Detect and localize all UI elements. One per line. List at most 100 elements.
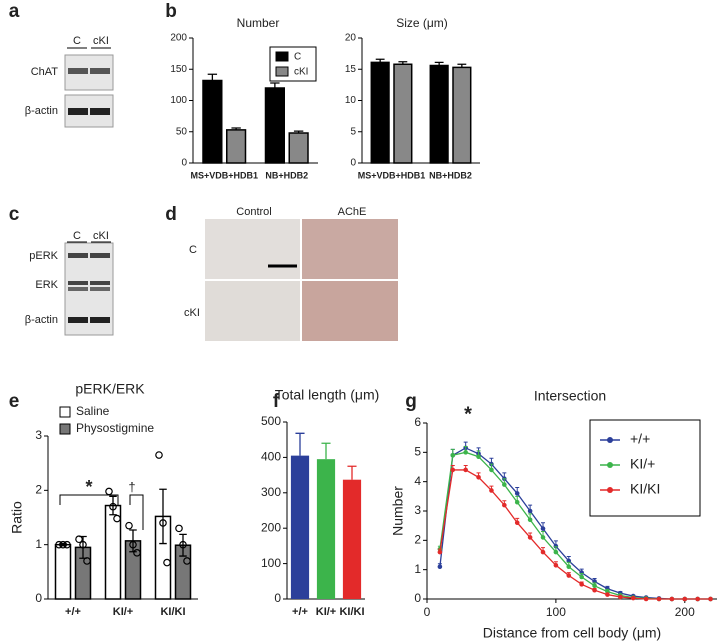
marker (514, 499, 520, 505)
image (205, 219, 300, 279)
legend-label: +/+ (630, 431, 650, 447)
marker (566, 564, 572, 570)
x-tick-label: MS+VDB+HDB1 (190, 170, 258, 180)
x-tick-label: +/+ (65, 606, 81, 618)
data-point (59, 540, 67, 549)
data-point (55, 540, 63, 549)
error-bar (321, 442, 331, 460)
y-tick-label: 10 (345, 95, 357, 106)
data-point (125, 521, 133, 530)
error-bar (159, 488, 167, 545)
marker (669, 596, 675, 602)
error-bar (347, 465, 357, 480)
marker (527, 508, 533, 514)
error-bar (231, 127, 241, 130)
marker (450, 467, 456, 473)
lane-label: cKI (93, 230, 109, 242)
blots (64, 47, 114, 336)
band (68, 253, 88, 258)
panel-label: g (405, 391, 417, 412)
legend-box (589, 419, 701, 517)
data-point (63, 540, 71, 549)
y-tick-label: 2 (414, 533, 421, 547)
marker (514, 491, 520, 496)
y-tick-label: 0 (350, 158, 356, 169)
y-tick-label: 50 (176, 126, 188, 137)
bar (452, 66, 472, 164)
y-tick-label: 2 (35, 483, 42, 497)
legend-swatch (275, 66, 289, 77)
data-point (179, 540, 187, 549)
band (68, 317, 88, 323)
marker (553, 543, 559, 549)
chart-title: Intersection (534, 388, 606, 404)
legend-swatch (59, 423, 71, 435)
error-bar (109, 495, 117, 516)
marker (489, 467, 494, 473)
marker (682, 596, 688, 602)
bar (202, 79, 223, 164)
data-point (75, 535, 83, 544)
marker (566, 573, 572, 578)
y-axis-label: Ratio (9, 501, 25, 534)
error-bar (207, 73, 218, 81)
image (302, 281, 398, 341)
x-tick-label: NB+HDB2 (429, 170, 472, 180)
x-tick-label: 0 (424, 605, 431, 619)
band (68, 68, 88, 74)
data-point (183, 557, 191, 565)
y-tick-label: 1 (414, 562, 421, 576)
marker (540, 535, 546, 540)
marker (527, 517, 533, 523)
y-tick-label: 100 (170, 95, 187, 106)
marker (527, 535, 533, 540)
y-tick-label: 400 (261, 450, 281, 464)
legend-label: KI/+ (630, 456, 655, 472)
band (90, 287, 110, 291)
marker (502, 502, 507, 508)
y-tick-label: 0 (35, 591, 42, 605)
marker (579, 582, 584, 587)
bar (342, 479, 362, 599)
bar (264, 87, 285, 164)
marker (437, 549, 443, 555)
marker (643, 596, 649, 602)
y-tick-label: 0 (414, 591, 421, 605)
annotation: * (464, 403, 472, 425)
band (90, 253, 110, 258)
column-label: Control (236, 206, 271, 218)
data-point (79, 540, 87, 549)
marker (502, 482, 507, 487)
bar (316, 459, 336, 599)
chart-title: pERK/ERK (75, 381, 145, 397)
marker (695, 596, 700, 602)
data-point (83, 557, 91, 565)
chart-title: Total length (μm) (275, 387, 380, 403)
row-label: C (189, 244, 197, 256)
marker (579, 574, 584, 580)
y-tick-label: 200 (261, 520, 281, 534)
error-bar (293, 130, 304, 133)
data-point (129, 540, 137, 549)
panel-label: e (9, 391, 20, 412)
marker (553, 549, 559, 555)
band-label: ChAT (31, 66, 59, 78)
chart-title: Size (μm) (396, 16, 448, 30)
marker (618, 594, 623, 600)
bar (393, 63, 413, 164)
x-axis-label: Distance from cell body (μm) (483, 625, 661, 641)
bar (290, 455, 310, 599)
data-point (175, 524, 183, 533)
data-point (105, 487, 113, 496)
y-tick-label: 500 (261, 414, 281, 428)
bar (226, 129, 247, 164)
image (205, 281, 300, 341)
y-tick-label: 6 (414, 415, 421, 429)
legend-swatch (275, 51, 289, 62)
panel-label: a (9, 1, 20, 22)
x-tick-label: KI/+ (113, 606, 133, 618)
data-point (109, 502, 117, 511)
marker (463, 467, 468, 473)
data-point (133, 549, 141, 557)
